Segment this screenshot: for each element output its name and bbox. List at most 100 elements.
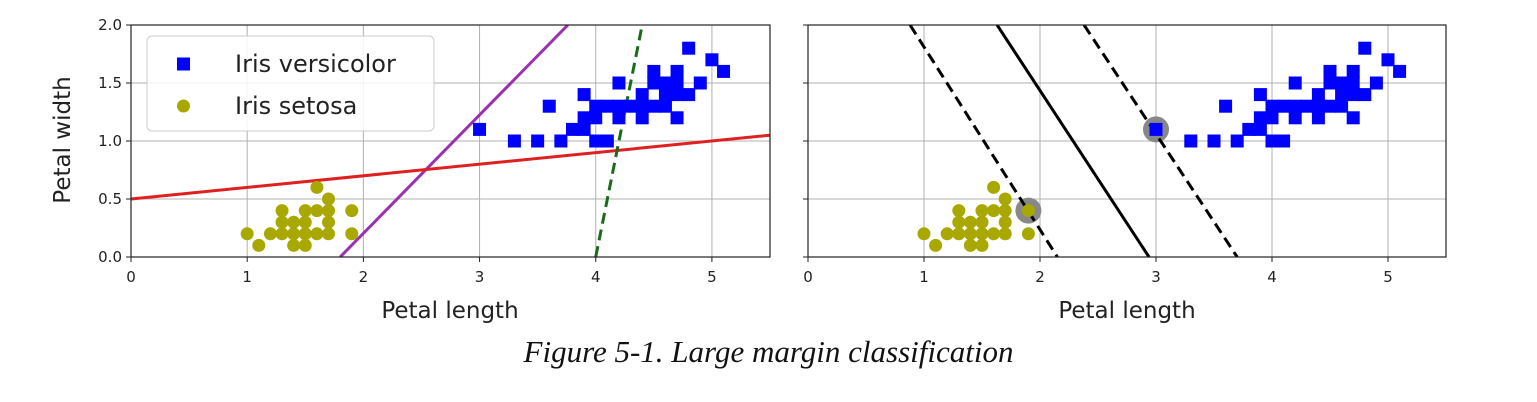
x-tick-label: 5 [707, 268, 717, 286]
versicolor-point [565, 122, 579, 136]
versicolor-point [635, 111, 649, 125]
versicolor-point [542, 99, 556, 113]
legend-box [146, 35, 435, 132]
setosa-point [998, 215, 1012, 229]
x-tick-label: 2 [359, 268, 369, 286]
legend-marker-setosa [177, 99, 190, 113]
versicolor-point [1288, 99, 1302, 113]
legend: Iris versicolor Iris setosa [146, 35, 435, 132]
versicolor-point [658, 88, 672, 102]
decision-line [1082, 25, 1239, 257]
y-tick-label: 0.0 [98, 248, 122, 266]
versicolor-point [589, 134, 603, 148]
versicolor-point [612, 99, 626, 113]
versicolor-point [1346, 88, 1360, 102]
figure: Petal width 0 1 2 3 4 5 0.0 0.5 1.0 1.5 2.0 Iris ve… [50, 16, 1447, 324]
versicolor-point [1369, 76, 1383, 90]
versicolor-point [658, 99, 672, 113]
versicolor-point [1207, 134, 1221, 148]
versicolor-point [1335, 99, 1349, 113]
legend-label: Iris versicolor [235, 50, 396, 78]
decision-line [908, 25, 1059, 257]
figure-caption: Figure 5-1. Large margin classification [523, 334, 1014, 369]
versicolor-point [577, 88, 591, 102]
versicolor-point [1311, 111, 1325, 125]
versicolor-point [554, 134, 568, 148]
setosa-point [998, 204, 1012, 218]
versicolor-point [600, 99, 614, 113]
versicolor-point [658, 76, 672, 90]
legend-marker-versicolor [177, 57, 190, 71]
versicolor-point [1277, 99, 1291, 113]
versicolor-point [1265, 99, 1279, 113]
setosa-point [975, 227, 989, 241]
setosa-point [345, 227, 359, 241]
setosa-point [998, 192, 1012, 206]
x-tick-label: 0 [126, 268, 136, 286]
versicolor-point [1358, 88, 1372, 102]
y-axis-label: Petal width [50, 76, 76, 203]
versicolor-point [1323, 76, 1337, 90]
setosa-point [952, 227, 966, 241]
y-tick-label: 1.0 [98, 132, 122, 150]
setosa-point [1021, 204, 1035, 218]
setosa-point [975, 238, 989, 252]
versicolor-point [507, 134, 521, 148]
versicolor-point [1149, 122, 1163, 136]
versicolor-point [1288, 76, 1302, 90]
versicolor-point [705, 53, 719, 67]
y-tick-label: 0.5 [98, 190, 122, 208]
versicolor-point [682, 88, 696, 102]
versicolor-point [1242, 122, 1256, 136]
versicolor-point [612, 76, 626, 90]
versicolor-point [670, 76, 684, 90]
setosa-point [917, 227, 931, 241]
versicolor-point [717, 64, 731, 78]
versicolor-point [1253, 111, 1267, 125]
versicolor-point [1265, 111, 1279, 125]
setosa-point [298, 238, 312, 252]
versicolor-point [577, 111, 591, 125]
x-tick-label: 1 [242, 268, 252, 286]
x-axis-label-right: Petal length [1058, 298, 1195, 324]
x-axis-label-left: Petal length [381, 298, 518, 324]
versicolor-point [1335, 76, 1349, 90]
setosa-point [287, 215, 301, 229]
x-tick-label: 3 [1151, 268, 1161, 286]
setosa-point [298, 215, 312, 229]
versicolor-point [1346, 76, 1360, 90]
versicolor-point [473, 122, 487, 136]
versicolor-point [531, 134, 545, 148]
plot-area [908, 25, 1407, 257]
setosa-point [987, 227, 1001, 241]
setosa-point [298, 227, 312, 241]
setosa-point [287, 238, 301, 252]
versicolor-point [635, 99, 649, 113]
setosa-point [252, 238, 266, 252]
versicolor-point [600, 134, 614, 148]
setosa-point [940, 227, 954, 241]
setosa-point [975, 215, 989, 229]
versicolor-point [589, 99, 603, 113]
versicolor-point [1335, 88, 1349, 102]
versicolor-point [1358, 41, 1372, 55]
setosa-point [310, 204, 324, 218]
setosa-point [345, 204, 359, 218]
versicolor-point [1253, 122, 1267, 136]
setosa-point [322, 192, 336, 206]
setosa-point [322, 227, 336, 241]
setosa-point [310, 180, 324, 194]
x-tick-label: 1 [919, 268, 929, 286]
setosa-point [322, 215, 336, 229]
versicolor-point [577, 122, 591, 136]
versicolor-point [647, 64, 661, 78]
versicolor-point [1346, 111, 1360, 125]
versicolor-point [647, 76, 661, 90]
x-tick-label: 5 [1383, 268, 1393, 286]
versicolor-point [1311, 88, 1325, 102]
versicolor-point [1393, 64, 1407, 78]
x-tick-label: 3 [475, 268, 485, 286]
decision-line [594, 25, 644, 257]
setosa-point [298, 204, 312, 218]
